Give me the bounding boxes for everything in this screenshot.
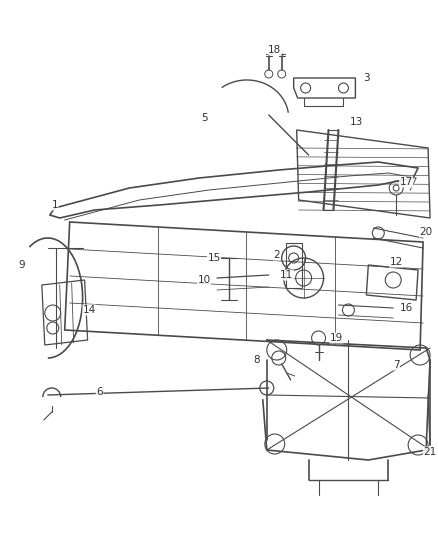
Text: 10: 10: [198, 275, 211, 285]
Text: 19: 19: [330, 333, 343, 343]
Text: 6: 6: [96, 387, 103, 397]
Text: 5: 5: [201, 113, 207, 123]
Text: 7: 7: [393, 360, 399, 370]
Text: 18: 18: [268, 45, 281, 55]
Text: 15: 15: [208, 253, 221, 263]
Text: 8: 8: [254, 355, 260, 365]
Text: 17: 17: [399, 177, 413, 187]
Text: 1: 1: [51, 200, 58, 210]
Text: 14: 14: [83, 305, 96, 315]
Text: 16: 16: [399, 303, 413, 313]
Text: 2: 2: [273, 250, 280, 260]
Text: 20: 20: [420, 227, 433, 237]
Text: 9: 9: [18, 260, 25, 270]
Text: 21: 21: [424, 447, 437, 457]
Text: 11: 11: [280, 270, 293, 280]
Text: 13: 13: [350, 117, 363, 127]
Text: 12: 12: [389, 257, 403, 267]
Text: 3: 3: [363, 73, 370, 83]
